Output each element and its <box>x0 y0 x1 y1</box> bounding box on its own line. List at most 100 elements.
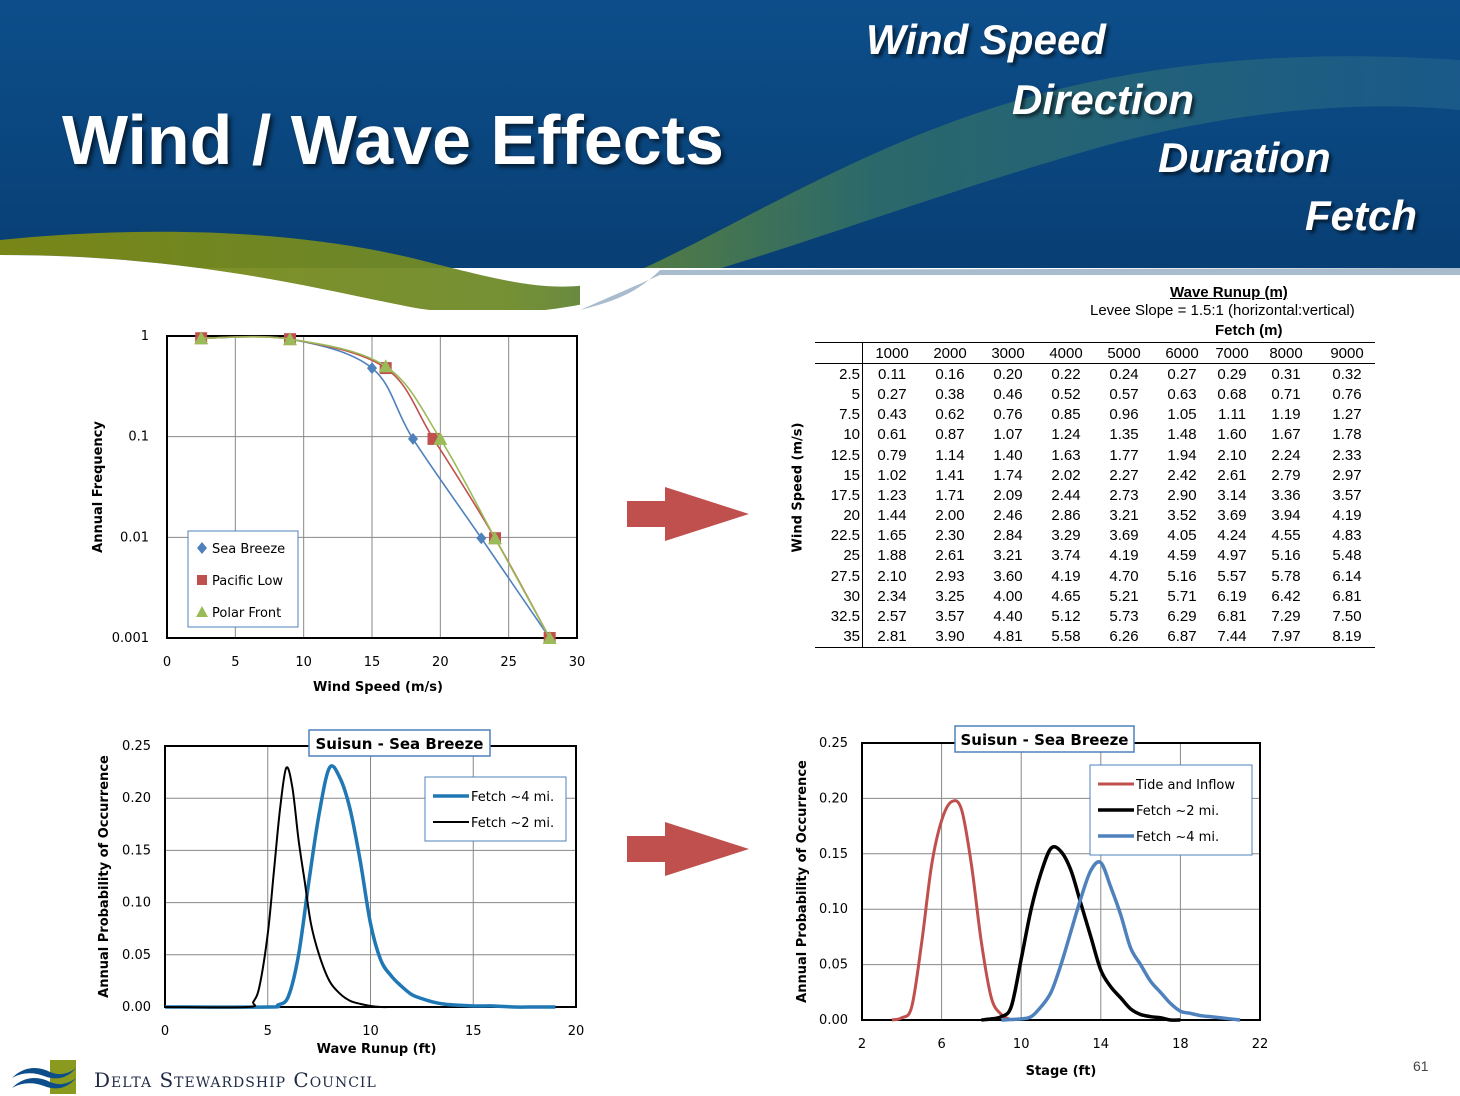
runup-cell: 7.97 <box>1253 626 1319 648</box>
runup-cell: 1.02 <box>877 466 907 484</box>
wind-speed-cell: 12.5 <box>815 444 863 466</box>
runup-cell: 5.16 <box>1271 547 1301 565</box>
y-tick-label: 1 <box>141 329 149 344</box>
runup-cell: 4.65 <box>1051 587 1081 605</box>
runup-cell: 0.20 <box>993 365 1023 383</box>
runup-cell: 4.59 <box>1167 547 1197 565</box>
runup-cell: 0.24 <box>1109 365 1139 383</box>
runup-cell: 5.16 <box>1167 567 1197 585</box>
runup-cell: 1.88 <box>877 547 907 565</box>
data-point <box>476 532 487 545</box>
legend-box <box>187 530 299 628</box>
fetch-header: Fetch (m) <box>1215 322 1283 339</box>
runup-cell: 0.32 <box>1332 365 1362 383</box>
legend-label: Fetch ~4 mi. <box>1136 830 1219 845</box>
runup-cell: 4.24 <box>1217 527 1247 545</box>
runup-cell: 0.57 <box>1109 385 1139 403</box>
x-tick-label: 18 <box>1172 1037 1189 1052</box>
y-tick-label: 0.05 <box>819 958 848 973</box>
runup-cell: 0.27 <box>877 385 907 403</box>
runup-cell: 4.00 <box>993 587 1023 605</box>
runup-cell: 4.55 <box>1271 527 1301 545</box>
runup-cell: 5.78 <box>1271 567 1301 585</box>
x-tick-label: 22 <box>1252 1037 1269 1052</box>
runup-cell: 2.93 <box>935 567 965 585</box>
runup-cell: 5.48 <box>1332 547 1362 565</box>
runup-cell: 0.52 <box>1051 385 1081 403</box>
runup-cell: 3.69 <box>1109 527 1139 545</box>
wind-speed-cell: 15 <box>815 465 863 486</box>
legend-box <box>424 776 567 842</box>
runup-cell: 5.58 <box>1037 626 1095 648</box>
table-row: 32.5 2.57 3.57 4.40 5.12 5.73 6.29 6.81 7.29 7.50 <box>815 606 1375 627</box>
runup-cell: 0.22 <box>1051 365 1081 383</box>
runup-cell: 3.25 <box>935 587 965 605</box>
plot-frame <box>166 335 578 639</box>
column-header: 8000 <box>1253 341 1319 365</box>
runup-cell: 2.34 <box>877 587 907 605</box>
legend-label: Sea Breeze <box>212 542 285 557</box>
x-tick-label: 6 <box>937 1037 945 1052</box>
runup-cell: 2.46 <box>993 507 1023 525</box>
runup-cell: 2.61 <box>1217 466 1247 484</box>
table-subtitle: Levee Slope = 1.5:1 (horizontal:vertical… <box>1090 302 1355 319</box>
wind-speed-cell: 22.5 <box>815 525 863 546</box>
wind-speed-cell: 2.5 <box>815 363 863 385</box>
data-point <box>283 332 297 346</box>
runup-cell: 1.48 <box>1167 426 1197 444</box>
runup-cell: 6.81 <box>1332 587 1362 605</box>
plot-area <box>165 746 576 1007</box>
x-tick-label: 5 <box>264 1024 272 1039</box>
legend-marker <box>197 542 207 554</box>
wind-speed-cell: 20 <box>815 505 863 526</box>
y-tick-label: 0.10 <box>122 896 151 911</box>
x-tick-label: 0 <box>163 655 171 670</box>
x-tick-label: 5 <box>231 655 239 670</box>
runup-cell: 2.09 <box>993 486 1023 504</box>
column-header: 5000 <box>1095 341 1153 365</box>
runup-cell: 2.97 <box>1332 466 1362 484</box>
runup-cell: 2.24 <box>1271 446 1301 464</box>
slide-title: Wind / Wave Effects <box>62 101 724 179</box>
table-row: 5 0.27 0.38 0.46 0.52 0.57 0.63 0.68 0.71 0.76 <box>815 384 1375 405</box>
y-tick-label: 0.1 <box>128 430 149 445</box>
plot-frame <box>164 745 577 1008</box>
runup-cell: 1.63 <box>1051 446 1081 464</box>
runup-cell: 3.57 <box>935 608 965 626</box>
legend-box <box>1089 764 1253 856</box>
runup-cell: 4.19 <box>1332 507 1362 525</box>
runup-cell: 0.87 <box>935 426 965 444</box>
table-row: 27.5 2.10 2.93 3.60 4.19 4.70 5.16 5.57 5.78 6.14 <box>815 566 1375 587</box>
legend-label: Polar Front <box>212 606 281 621</box>
legend-marker <box>196 606 208 617</box>
series-line <box>201 335 551 639</box>
data-point <box>433 431 448 445</box>
y-axis-label: Annual Probability of Occurrence <box>795 760 810 1003</box>
keyword-duration: Duration <box>1158 134 1331 181</box>
runup-cell: 3.60 <box>993 567 1023 585</box>
runup-cell: 0.29 <box>1217 365 1247 383</box>
legend-label: Tide and Inflow <box>1135 778 1235 793</box>
runup-cell: 1.40 <box>993 446 1023 464</box>
table-row: 12.5 0.79 1.14 1.40 1.63 1.77 1.94 2.10 2.24 2.33 <box>815 444 1375 466</box>
series-line <box>201 336 551 639</box>
runup-cell: 1.14 <box>935 446 965 464</box>
runup-cell: 0.79 <box>877 446 907 464</box>
series-line <box>164 766 392 1009</box>
runup-cell: 2.30 <box>935 527 965 545</box>
y-tick-label: 0.25 <box>122 739 151 754</box>
runup-cell: 7.50 <box>1332 608 1362 626</box>
wind-speed-cell: 10 <box>815 424 863 445</box>
data-point <box>544 632 555 644</box>
runup-cell: 6.29 <box>1167 608 1197 626</box>
x-tick-label: 0 <box>161 1024 169 1039</box>
table-row: 22.5 1.65 2.30 2.84 3.29 3.69 4.05 4.24 4.55 4.83 <box>815 525 1375 546</box>
runup-cell: 3.21 <box>1109 507 1139 525</box>
y-tick-label: 0.01 <box>120 530 149 545</box>
runup-cell: 7.44 <box>1211 626 1253 648</box>
runup-cell: 3.94 <box>1271 507 1301 525</box>
runup-cell: 1.07 <box>993 426 1023 444</box>
data-point <box>542 631 557 644</box>
runup-cell: 0.76 <box>993 406 1023 424</box>
runup-cell: 5.71 <box>1167 587 1197 605</box>
